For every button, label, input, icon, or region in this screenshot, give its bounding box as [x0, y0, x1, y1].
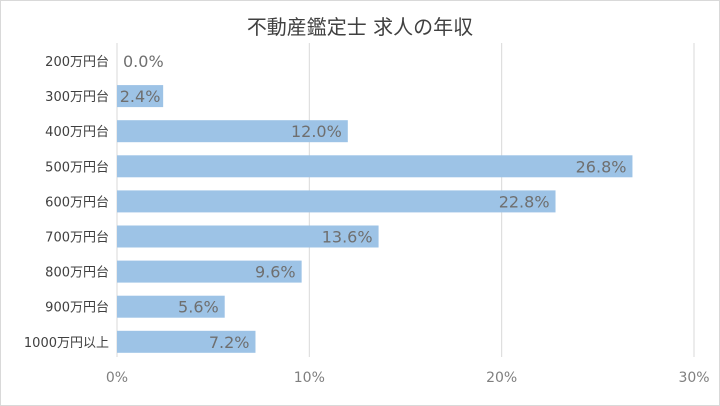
- category-label: 400万円台: [45, 125, 109, 140]
- bar: [117, 85, 164, 108]
- data-label: 7.2%: [209, 333, 250, 352]
- x-tick-label: 10%: [294, 370, 325, 386]
- data-label: 0.0%: [123, 52, 164, 71]
- x-tick-label: 0%: [106, 370, 128, 386]
- bar: [117, 120, 348, 143]
- data-label: 12.0%: [291, 122, 342, 141]
- category-label: 1000万円以上: [24, 336, 109, 351]
- bar: [117, 190, 556, 213]
- x-tick-label: 20%: [486, 370, 517, 386]
- data-label: 5.6%: [178, 298, 219, 317]
- data-label: 26.8%: [576, 157, 627, 176]
- bar: [117, 260, 302, 283]
- data-label: 9.6%: [255, 263, 296, 282]
- bar: [117, 330, 256, 353]
- bar: [117, 225, 379, 248]
- category-label: 800万円台: [45, 266, 109, 281]
- category-label: 900万円台: [45, 301, 109, 316]
- data-label: 22.8%: [499, 192, 550, 211]
- category-label: 300万円台: [45, 90, 109, 105]
- category-label: 200万円台: [45, 55, 109, 70]
- x-tick-label: 30%: [678, 370, 709, 386]
- chart-title: 不動産鑑定士 求人の年収: [246, 15, 474, 39]
- category-label: 600万円台: [45, 195, 109, 210]
- data-label: 2.4%: [120, 87, 161, 106]
- data-label: 13.6%: [322, 228, 373, 247]
- bar: [117, 155, 633, 178]
- category-label: 500万円台: [45, 160, 109, 175]
- category-label: 700万円台: [45, 231, 109, 246]
- bar: [117, 295, 225, 318]
